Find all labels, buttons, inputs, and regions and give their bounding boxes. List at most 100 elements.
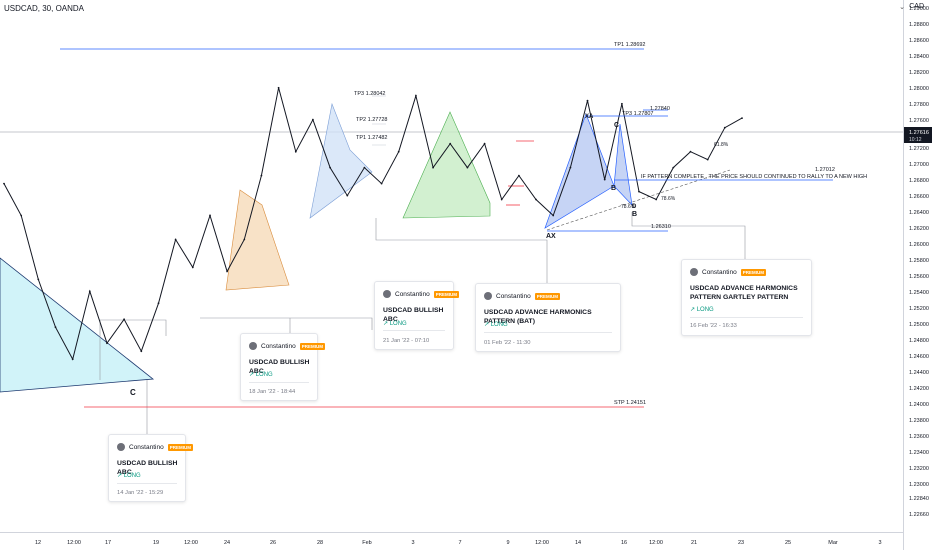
card-divider — [690, 317, 803, 318]
idea-date: 16 Feb '22 - 16:33 — [690, 323, 737, 329]
idea-title[interactable]: USDCAD BULLISH ABC — [383, 307, 444, 323]
time-tick-label: 26 — [270, 540, 276, 546]
price-tick-label: 1.24400 — [909, 370, 929, 376]
time-tick-label: Feb — [362, 540, 371, 546]
idea-card-2[interactable]: Constantino PREMIUM USDCAD BULLISH ABC ↗ … — [240, 333, 325, 401]
price-tick-label: 1.27600 — [909, 118, 929, 124]
price-tick-label: 1.26200 — [909, 226, 929, 232]
price-point — [106, 342, 108, 345]
price-tick-label: 1.25800 — [909, 258, 929, 264]
idea-direction: ↗ LONG — [117, 472, 141, 479]
time-tick-label: 24 — [224, 540, 230, 546]
price-point — [483, 142, 486, 145]
idea-title[interactable]: USDCAD ADVANCE HARMONICS PATTERN GARTLEY… — [690, 285, 798, 301]
time-tick-label: 21 — [691, 540, 697, 546]
price-series-line — [3, 87, 743, 361]
idea-title[interactable]: USDCAD BULLISH ABC — [249, 359, 310, 375]
idea-author[interactable]: Constantino — [702, 268, 737, 276]
price-point — [689, 150, 692, 153]
price-point — [346, 194, 349, 197]
price-point — [397, 150, 400, 153]
idea-title[interactable]: USDCAD BULLISH ABC — [117, 460, 178, 476]
pattern-note: IF PATTERN COMPLETE , THE PRICE SHOULD C… — [641, 174, 867, 180]
time-tick-label: 3 — [878, 540, 881, 546]
idea-direction-label: LONG — [123, 473, 141, 479]
idea-direction: ↗ LONG — [249, 371, 273, 378]
idea-date: 01 Feb '22 - 11:30 — [484, 340, 531, 346]
pattern-point-label: D — [632, 204, 637, 210]
bat-pattern-green — [402, 111, 491, 219]
price-tick-label: 1.24600 — [909, 354, 929, 360]
price-point — [312, 118, 314, 121]
idea-direction: ↗ LONG — [690, 306, 714, 313]
idea-card-1[interactable]: Constantino PREMIUM USDCAD BULLISH ABC ↗ … — [108, 434, 193, 502]
levels-layer: TP1 1.28692 TP3 1.28042 TP2 1.27728 TP1 1.2… — [60, 42, 835, 408]
fib-ratio-label: 61.8% — [714, 142, 729, 148]
idea-direction: ↗ LONG — [484, 321, 508, 328]
currency-label[interactable]: CAD — [909, 3, 924, 10]
price-tick-label: 1.22660 — [909, 512, 929, 518]
idea-card-5[interactable]: Constantino PREMIUM USDCAD ADVANCE HARMON… — [681, 259, 812, 336]
price-point — [71, 358, 74, 361]
time-tick-label: 12:00 — [535, 540, 549, 546]
idea-card-4[interactable]: Constantino PREMIUM USDCAD ADVANCE HARMON… — [475, 283, 621, 352]
price-point — [586, 99, 589, 102]
premium-badge: PREMIUM — [740, 268, 766, 276]
level-label: TP3 1.28042 — [354, 91, 386, 97]
price-point — [569, 166, 572, 169]
price-tick-label: 1.28600 — [909, 38, 929, 44]
idea-direction-label: LONG — [696, 307, 714, 313]
price-point — [157, 302, 160, 305]
price-point — [226, 270, 229, 273]
idea-author[interactable]: Constantino — [129, 443, 164, 451]
abc-pattern-orange — [225, 189, 290, 291]
price-tick-label: 1.23400 — [909, 450, 929, 456]
price-tick-label: 1.24800 — [909, 338, 929, 344]
level-label: STP 1.24151 — [614, 400, 646, 406]
currency-dropdown-icon[interactable]: ⌄ — [899, 4, 905, 11]
time-tick-label: Mar — [828, 540, 838, 546]
idea-direction: ↗ LONG — [383, 320, 407, 327]
price-tick-label: 1.28200 — [909, 70, 929, 76]
idea-date: 21 Jan '22 - 07:10 — [383, 338, 430, 344]
price-point — [723, 126, 726, 129]
idea-author[interactable]: Constantino — [395, 290, 430, 298]
level-label: TP2 1.27728 — [356, 117, 388, 123]
price-point — [638, 190, 640, 193]
card-divider — [249, 382, 309, 383]
time-tick-label: 19 — [153, 540, 159, 546]
price-tick-label: 1.25200 — [909, 306, 929, 312]
idea-author[interactable]: Constantino — [496, 292, 531, 300]
price-point — [191, 266, 194, 269]
price-point — [294, 150, 297, 153]
idea-title[interactable]: USDCAD ADVANCE HARMONICS PATTERN (BAT) — [484, 309, 592, 325]
price-point — [672, 166, 675, 169]
long-arrow-icon: ↗ — [383, 321, 389, 327]
price-tick-label: 1.27200 — [909, 146, 929, 152]
avatar — [117, 443, 125, 451]
price-point — [243, 238, 246, 241]
price-tick-label: 1.24000 — [909, 402, 929, 408]
triangle-pattern-left — [0, 257, 155, 393]
labels-layer: IF PATTERN COMPLETE , THE PRICE SHOULD C… — [130, 114, 867, 397]
idea-date: 18 Jan '22 - 18:44 — [249, 389, 296, 395]
price-tick-label: 1.26600 — [909, 194, 929, 200]
price-point — [329, 166, 331, 169]
price-tick-label: 1.23600 — [909, 434, 929, 440]
long-arrow-icon: ↗ — [117, 473, 123, 479]
idea-author[interactable]: Constantino — [261, 342, 296, 350]
level-label: 1.27012 — [815, 167, 835, 173]
long-arrow-icon: ↗ — [690, 307, 696, 313]
price-point — [500, 198, 503, 201]
price-tick-label: 1.28000 — [909, 86, 929, 92]
price-point — [552, 214, 555, 217]
price-point — [518, 174, 520, 177]
fib-ratio-label: 78.6% — [621, 204, 636, 210]
card-divider — [484, 332, 612, 333]
idea-connector-6 — [631, 212, 746, 260]
idea-connector-5 — [375, 218, 548, 283]
pattern-point-label: XA — [585, 114, 594, 120]
idea-card-3[interactable]: Constantino PREMIUM USDCAD BULLISH ABC ↗ … — [374, 281, 459, 350]
